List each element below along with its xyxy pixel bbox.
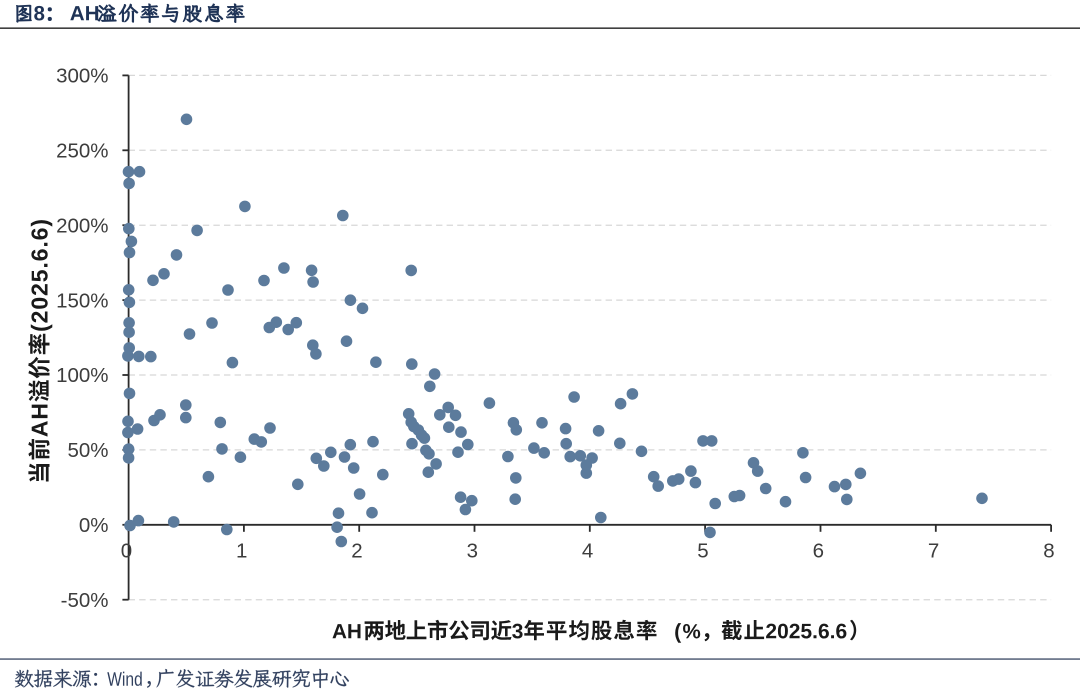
svg-text:200%: 200% [56, 214, 108, 237]
svg-text:8: 8 [1043, 540, 1054, 563]
svg-text:2: 2 [351, 540, 362, 563]
svg-text:0: 0 [121, 540, 132, 563]
svg-text:4: 4 [582, 540, 593, 563]
svg-text:5: 5 [697, 540, 708, 563]
svg-text:7: 7 [928, 540, 939, 563]
svg-text:6: 6 [813, 540, 824, 563]
svg-text:50%: 50% [67, 439, 108, 462]
svg-text:150%: 150% [56, 289, 108, 312]
svg-text:300%: 300% [56, 65, 108, 88]
svg-text:-50%: -50% [61, 589, 109, 612]
svg-text:1: 1 [236, 540, 247, 563]
svg-text:0%: 0% [79, 514, 109, 537]
svg-text:250%: 250% [56, 140, 108, 163]
svg-text:100%: 100% [56, 364, 108, 387]
svg-text:3: 3 [467, 540, 478, 563]
